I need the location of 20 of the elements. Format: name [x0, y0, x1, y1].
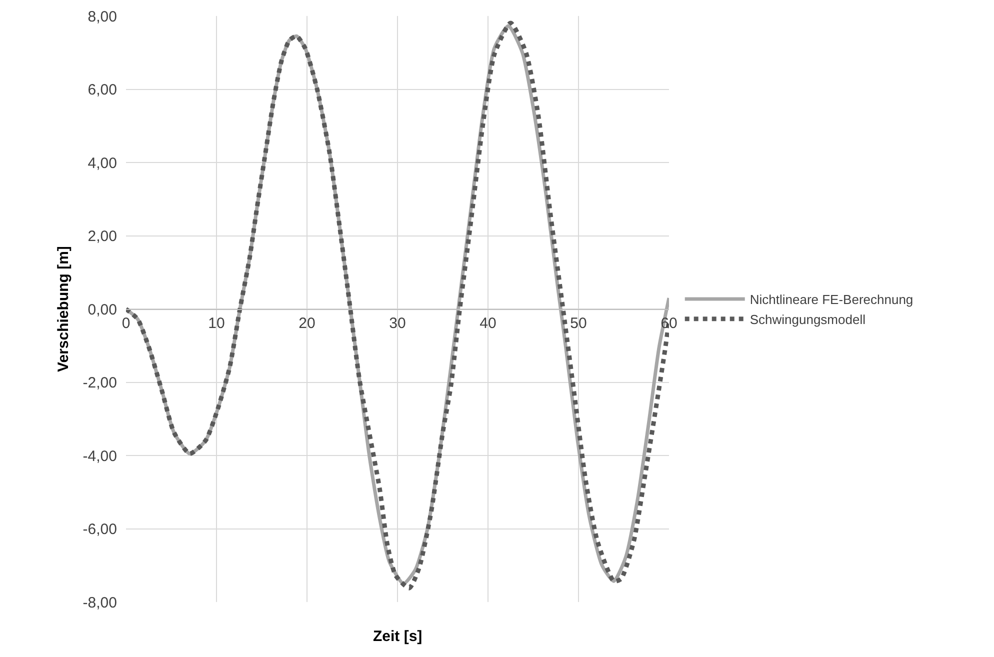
legend-label: Schwingungsmodell	[750, 312, 866, 327]
x-tick-label: 60	[660, 315, 678, 332]
x-tick-label: 10	[208, 315, 225, 332]
y-tick-label: -6,00	[82, 521, 117, 538]
y-tick-label: -8,00	[82, 594, 117, 612]
y-tick-label: 0,00	[88, 301, 117, 318]
y-tick-label: -4,00	[82, 448, 117, 465]
x-tick-label: 30	[389, 315, 406, 332]
x-tick-label: 40	[480, 315, 496, 332]
y-tick-label: 6,00	[88, 82, 117, 98]
y-tick-label: -2,00	[82, 374, 117, 392]
x-tick-label: 0	[122, 315, 130, 332]
x-tick-label: 20	[298, 315, 316, 332]
x-axis-title: Zeit [s]	[373, 628, 422, 645]
legend-label: Nichtlineare FE-Berechnung	[750, 292, 914, 308]
y-tick-label: 2,00	[88, 228, 117, 245]
x-tick-label: 50	[570, 315, 587, 332]
y-axis-title: Verschiebung [m]	[55, 246, 72, 372]
y-tick-label: 8,00	[88, 8, 117, 26]
y-tick-label: 4,00	[88, 154, 117, 172]
